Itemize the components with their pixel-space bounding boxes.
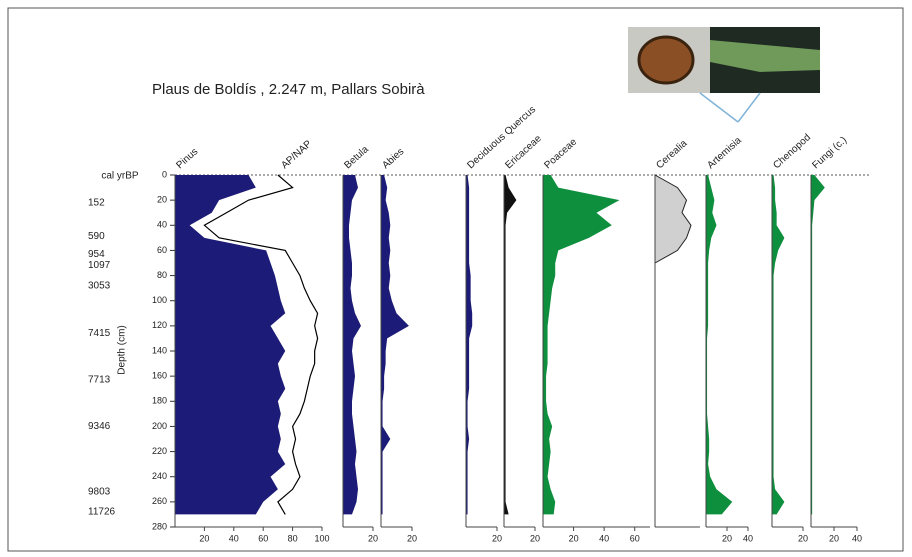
y-tick-label: 40 bbox=[157, 220, 167, 230]
y-tick-label: 20 bbox=[157, 195, 167, 205]
area bbox=[381, 175, 409, 515]
y-tick-label: 0 bbox=[162, 169, 167, 179]
x-tick-label: 20 bbox=[368, 533, 378, 543]
area bbox=[811, 175, 825, 515]
curve bbox=[203, 174, 319, 515]
age-label: 954 bbox=[88, 249, 105, 260]
y-tick-label: 140 bbox=[152, 345, 167, 355]
x-tick-label: 40 bbox=[229, 533, 239, 543]
pollen-grain bbox=[637, 35, 695, 85]
x-tick-label: 40 bbox=[743, 533, 753, 543]
age-label: 7713 bbox=[88, 375, 111, 386]
x-tick-label: 20 bbox=[492, 533, 502, 543]
pointer bbox=[737, 92, 761, 123]
y-tick-label: 200 bbox=[152, 421, 167, 431]
y-tick-label: 260 bbox=[152, 496, 167, 506]
age-label: 9803 bbox=[88, 486, 111, 497]
area bbox=[343, 175, 361, 515]
y-tick-label: 120 bbox=[152, 320, 167, 330]
area bbox=[543, 175, 620, 515]
frame bbox=[7, 7, 904, 552]
age-label: 152 bbox=[88, 197, 105, 208]
x-tick-label: 20 bbox=[569, 533, 579, 543]
y-tick-label: 180 bbox=[152, 396, 167, 406]
y-tick-label: 60 bbox=[157, 245, 167, 255]
age-label: cal yrBP bbox=[101, 171, 139, 182]
field-crop bbox=[710, 40, 820, 72]
pointer bbox=[699, 92, 739, 123]
x-tick-label: 20 bbox=[798, 533, 808, 543]
y-axis-label: Depth (cm) bbox=[117, 325, 128, 374]
x-tick-label: 20 bbox=[530, 533, 540, 543]
area bbox=[772, 175, 785, 515]
y-tick-label: 280 bbox=[152, 521, 167, 531]
photos bbox=[628, 27, 820, 123]
y-tick-label: 100 bbox=[152, 295, 167, 305]
x-tick-label: 60 bbox=[258, 533, 268, 543]
x-tick-label: 40 bbox=[599, 533, 609, 543]
x-tick-label: 20 bbox=[722, 533, 732, 543]
x-tick-label: 100 bbox=[314, 533, 329, 543]
x-tick-label: 20 bbox=[199, 533, 209, 543]
y-tick-label: 160 bbox=[152, 371, 167, 381]
age-label: 1097 bbox=[88, 260, 111, 271]
y-tick-label: 220 bbox=[152, 446, 167, 456]
x-tick-label: 80 bbox=[288, 533, 298, 543]
y-tick-label: 80 bbox=[157, 270, 167, 280]
area bbox=[175, 175, 286, 515]
area bbox=[466, 175, 473, 515]
area bbox=[706, 175, 733, 515]
age-label: 11726 bbox=[88, 507, 116, 518]
x-tick-label: 20 bbox=[407, 533, 417, 543]
age-label: 9346 bbox=[88, 421, 111, 432]
x-tick-label: 20 bbox=[829, 533, 839, 543]
x-tick-label: 40 bbox=[852, 533, 862, 543]
chart-title: Plaus de Boldís , 2.247 m, Pallars Sobir… bbox=[152, 81, 425, 98]
age-label: 590 bbox=[88, 231, 105, 242]
age-label: 7415 bbox=[88, 328, 111, 339]
area bbox=[504, 175, 517, 515]
y-tick-label: 240 bbox=[152, 471, 167, 481]
age-label: 3053 bbox=[88, 280, 111, 291]
x-tick-label: 60 bbox=[630, 533, 640, 543]
